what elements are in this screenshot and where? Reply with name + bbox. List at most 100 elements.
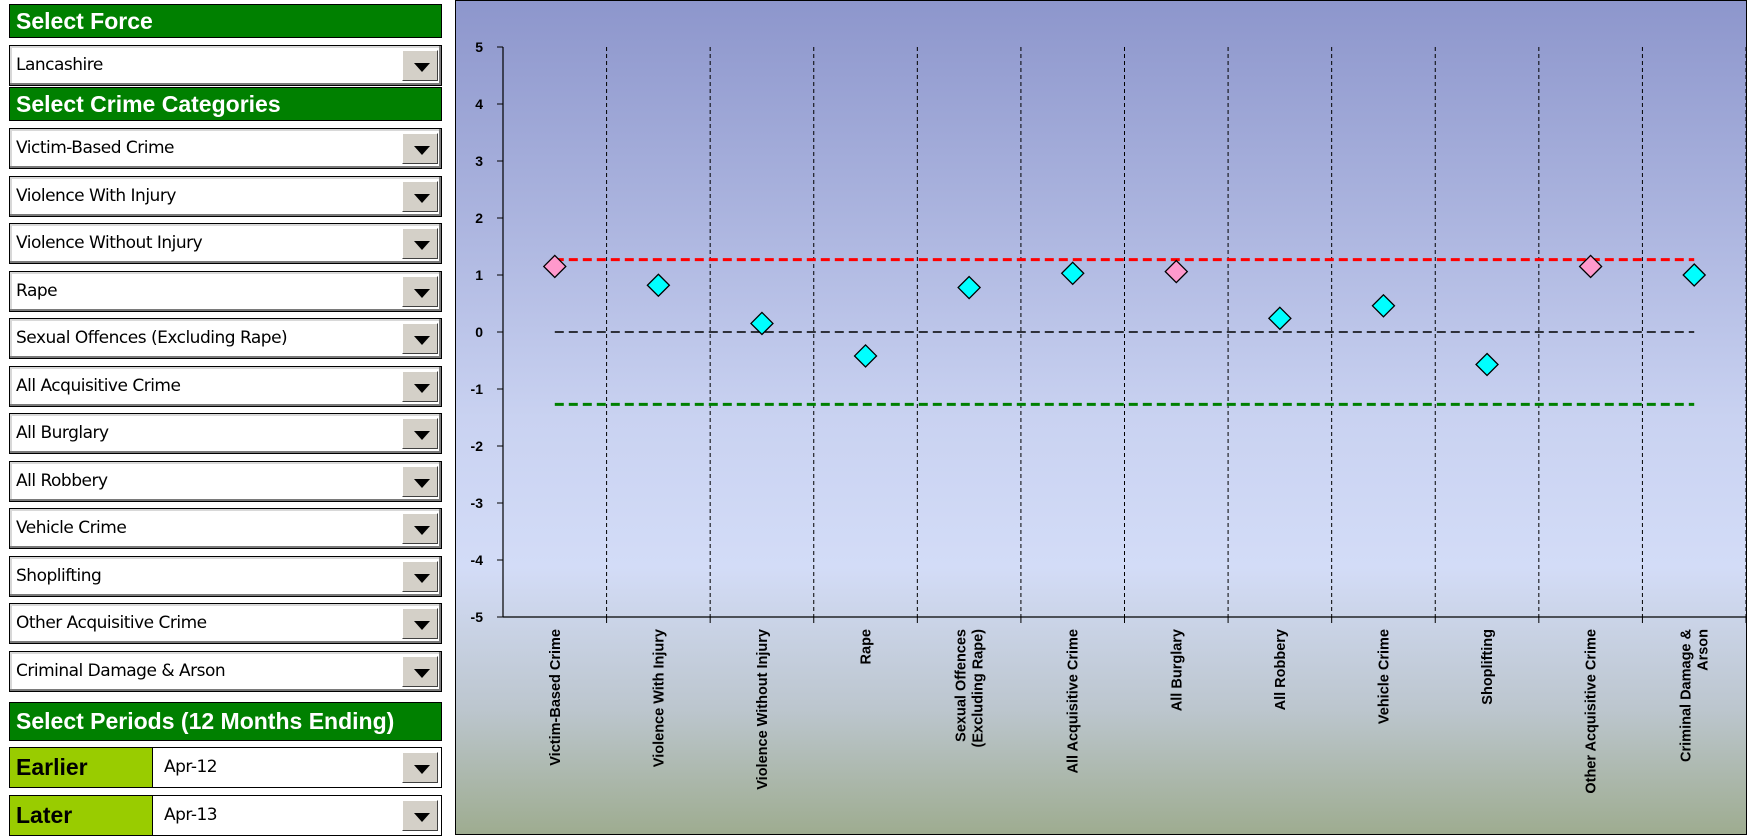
chevron-down-icon <box>414 288 430 298</box>
category-dropdown[interactable]: All Acquisitive Crime <box>9 365 442 407</box>
category-label: Victim-Based Crime <box>548 629 564 766</box>
chevron-down-icon <box>414 241 430 250</box>
category-dropdown-value: Criminal Damage & Arson <box>16 660 226 681</box>
select-force-header: Select Force <box>9 4 442 38</box>
category-dropdown-value: Sexual Offences (Excluding Rape) <box>16 328 288 348</box>
category-dropdown-button[interactable] <box>402 323 438 354</box>
crime-chart: 5 4 3 2 1 0 -1 -2 -3 -4 -5 Victim-Based Crime Violen… <box>471 39 1747 794</box>
category-dropdown-value: All Acquisitive Crime <box>16 375 181 396</box>
category-dropdown-button[interactable] <box>402 370 438 402</box>
y-tick-label: -3 <box>471 495 484 511</box>
data-point <box>1682 263 1707 287</box>
category-dropdown-button[interactable] <box>402 180 438 212</box>
category-dropdown-value: Violence Without Injury <box>16 233 203 253</box>
category-dropdown[interactable]: Violence Without Injury <box>9 223 442 264</box>
category-dropdown-button[interactable] <box>402 655 438 687</box>
category-dropdown-value: All Robbery <box>16 470 108 491</box>
category-dropdown-button[interactable] <box>402 560 438 592</box>
category-dropdown-value: All Burglary <box>16 423 109 443</box>
category-dropdown[interactable]: All Robbery <box>9 460 442 502</box>
later-dropdown-button[interactable] <box>402 800 438 831</box>
category-label: Violence Without Injury <box>755 629 771 790</box>
chevron-down-icon <box>414 526 430 535</box>
chevron-down-icon <box>414 63 430 72</box>
chevron-down-icon <box>414 478 430 488</box>
data-point <box>1371 293 1396 318</box>
category-dropdown[interactable]: Violence With Injury <box>9 175 442 217</box>
category-label-line: Vehicle Crime <box>1376 629 1392 724</box>
category-dropdown[interactable]: Sexual Offences (Excluding Rape) <box>9 318 442 359</box>
data-point <box>646 273 671 298</box>
force-dropdown[interactable]: Lancashire <box>9 45 442 86</box>
category-label-line: Sexual Offences <box>954 629 970 742</box>
earlier-dropdown-button[interactable] <box>402 752 438 783</box>
category-label: All Acquisitive Crime <box>1066 629 1082 774</box>
category-dropdown[interactable]: Rape <box>9 270 442 312</box>
data-point <box>542 254 567 279</box>
y-tick-label: 1 <box>475 267 483 283</box>
later-label: Later <box>10 796 153 835</box>
category-label: Rape <box>859 629 875 664</box>
chevron-down-icon <box>414 621 430 630</box>
y-tick-label: -1 <box>471 381 484 397</box>
later-period-dropdown[interactable]: Later Apr-13 <box>9 795 442 836</box>
category-dropdown[interactable]: Vehicle Crime <box>9 508 442 549</box>
chevron-down-icon <box>414 431 430 440</box>
category-label: Shoplifting <box>1480 629 1496 705</box>
category-dropdown-button[interactable] <box>402 465 438 497</box>
category-dropdown-value: Violence With Injury <box>16 185 176 206</box>
y-tick-label: -2 <box>471 438 484 454</box>
category-dropdown-value: Vehicle Crime <box>16 518 127 538</box>
category-dropdown[interactable]: Shoplifting <box>9 555 442 597</box>
category-dropdown-value: Other Acquisitive Crime <box>16 613 207 633</box>
chevron-down-icon <box>414 193 430 203</box>
category-label: Vehicle Crime <box>1376 629 1392 724</box>
force-dropdown-button[interactable] <box>402 50 438 81</box>
category-dropdown-button[interactable] <box>402 513 438 544</box>
category-dropdown[interactable]: All Burglary <box>9 413 442 454</box>
chart-area: 5 4 3 2 1 0 -1 -2 -3 -4 -5 Victim-Based Crime Violen… <box>455 0 1747 835</box>
category-dropdown[interactable]: Other Acquisitive Crime <box>9 603 442 644</box>
category-label-line: Victim-Based Crime <box>548 629 564 766</box>
y-tick-label: 5 <box>475 39 483 55</box>
category-label-line: (Excluding Rape) <box>971 629 987 748</box>
data-point <box>1267 306 1292 331</box>
category-label: Violence With Injury <box>651 629 667 767</box>
category-label-line: Rape <box>859 629 875 664</box>
earlier-label: Earlier <box>10 748 153 787</box>
data-point <box>1060 261 1085 286</box>
category-dropdown-button[interactable] <box>402 608 438 639</box>
category-dropdown-button[interactable] <box>402 133 438 164</box>
select-categories-header: Select Crime Categories <box>9 87 442 121</box>
data-point <box>957 275 982 300</box>
data-point <box>1578 254 1603 279</box>
category-dropdown[interactable]: Criminal Damage & Arson <box>9 650 442 692</box>
category-dropdown-value: Rape <box>16 280 58 301</box>
category-label: Sexual Offences(Excluding Rape) <box>954 629 987 748</box>
y-tick-label: 0 <box>475 324 483 340</box>
category-label-line: Other Acquisitive Crime <box>1584 629 1600 794</box>
chevron-down-icon <box>414 813 430 822</box>
earlier-period-dropdown[interactable]: Earlier Apr-12 <box>9 747 442 788</box>
category-label-line: Violence Without Injury <box>755 629 771 790</box>
later-value: Apr-13 <box>164 805 218 825</box>
category-dropdown-button[interactable] <box>402 275 438 307</box>
y-tick-label: 2 <box>475 210 483 226</box>
category-dropdown[interactable]: Victim-Based Crime <box>9 128 442 169</box>
data-point <box>1475 352 1499 377</box>
data-point <box>853 344 878 368</box>
y-tick-label: -5 <box>471 609 484 625</box>
earlier-value: Apr-12 <box>164 757 218 777</box>
chevron-down-icon <box>414 573 430 583</box>
data-point <box>1164 259 1189 284</box>
category-label-line: All Acquisitive Crime <box>1066 629 1082 774</box>
category-label: Other Acquisitive Crime <box>1584 629 1600 794</box>
category-dropdown-button[interactable] <box>402 228 438 259</box>
y-tick-label: 4 <box>475 96 483 112</box>
category-label-line: All Robbery <box>1273 629 1289 710</box>
category-label: All Robbery <box>1273 629 1289 710</box>
category-dropdown-button[interactable] <box>402 418 438 449</box>
chevron-down-icon <box>414 383 430 393</box>
y-tick-label: 3 <box>475 153 483 169</box>
category-label-line: Arson <box>1696 629 1712 671</box>
